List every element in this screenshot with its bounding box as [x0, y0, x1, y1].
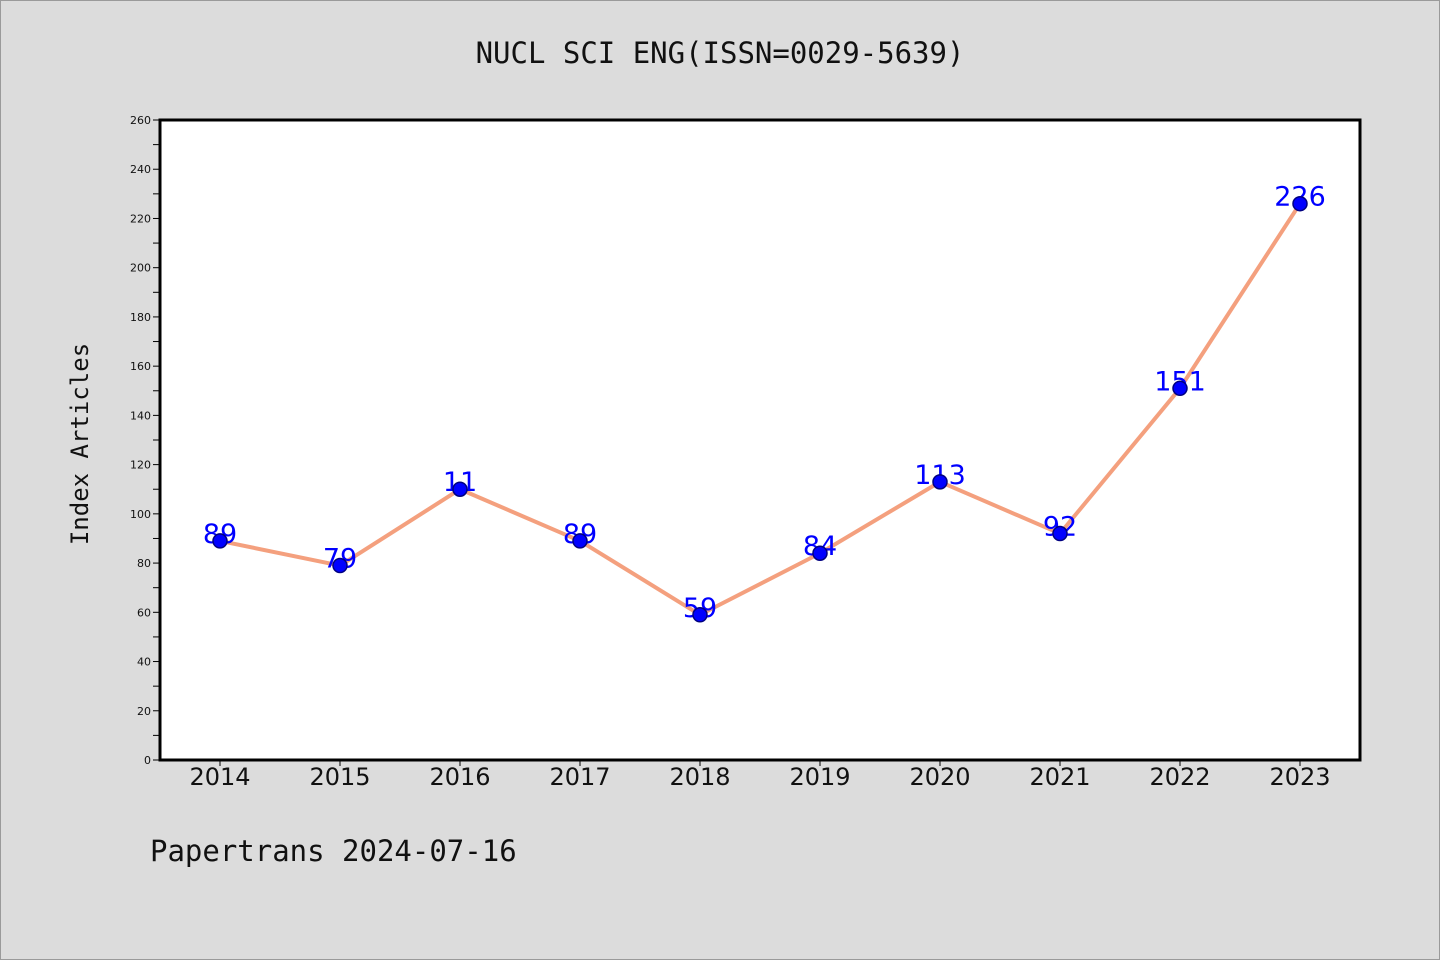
y-tick-label: 120 [130, 459, 151, 472]
x-tick-label: 2020 [909, 763, 970, 791]
x-tick-label: 2022 [1149, 763, 1210, 791]
data-point [932, 474, 948, 490]
y-tick-label: 20 [137, 705, 151, 718]
x-tick-label: 2017 [549, 763, 610, 791]
plot-area [158, 118, 1362, 762]
data-point [572, 533, 588, 549]
y-tick-label: 100 [130, 508, 151, 521]
data-point [452, 481, 468, 497]
x-tick-label: 2016 [429, 763, 490, 791]
y-tick-label: 0 [144, 754, 151, 767]
data-point [1172, 380, 1188, 397]
y-tick-label: 160 [130, 360, 151, 373]
data-point [332, 557, 348, 574]
data-point [212, 533, 228, 549]
y-tick-label: 240 [130, 163, 151, 176]
data-point [1292, 195, 1308, 212]
x-tick-label: 2015 [309, 763, 370, 791]
y-tick-label: 40 [137, 656, 151, 669]
x-tick-label: 2023 [1269, 763, 1330, 791]
data-point [812, 545, 828, 561]
y-tick-label: 260 [130, 114, 151, 127]
x-tick-label: 2018 [669, 763, 730, 791]
y-tick-label: 140 [130, 409, 151, 422]
data-point [692, 607, 708, 623]
series-line [219, 202, 1302, 617]
y-tick-label: 220 [130, 212, 151, 225]
y-tick-label: 200 [130, 262, 151, 275]
data-point [1052, 525, 1068, 542]
chart-title: NUCL SCI ENG(ISSN=0029-5639) [475, 36, 965, 70]
x-tick-label: 2021 [1029, 763, 1090, 791]
footer-text: Papertrans 2024-07-16 [150, 834, 517, 868]
x-tick-label: 2014 [189, 763, 250, 791]
y-tick-label: 180 [130, 311, 151, 324]
y-tick-label: 80 [137, 557, 151, 570]
y-tick-label: 60 [137, 606, 151, 619]
x-tick-label: 2019 [789, 763, 850, 791]
